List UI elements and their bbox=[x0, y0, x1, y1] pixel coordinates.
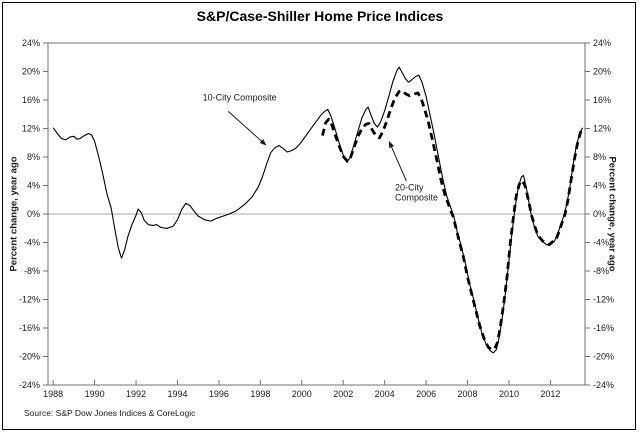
annotation-arrow-line bbox=[391, 146, 407, 182]
y-tick-label-right: -8% bbox=[593, 266, 609, 276]
y-tick-label-right: -24% bbox=[593, 380, 614, 390]
x-tick-label: 1988 bbox=[43, 389, 63, 399]
y-tick-label-left: -8% bbox=[24, 266, 40, 276]
y-tick-label-left: 12% bbox=[22, 124, 40, 134]
x-tick-label: 2000 bbox=[292, 389, 312, 399]
x-tick-label: 2004 bbox=[375, 389, 395, 399]
x-tick-label: 2008 bbox=[458, 389, 478, 399]
y-tick-label-left: 8% bbox=[27, 152, 40, 162]
y-tick-label-right: 4% bbox=[593, 181, 606, 191]
y-tick-label-right: -12% bbox=[593, 295, 614, 305]
x-tick-label: 1996 bbox=[209, 389, 229, 399]
y-tick-label-right: 0% bbox=[593, 209, 606, 219]
source-note: Source: S&P Dow Jones Indices & CoreLogi… bbox=[24, 408, 196, 418]
y-tick-label-left: 16% bbox=[22, 95, 40, 105]
y-tick-label-left: 0% bbox=[27, 209, 40, 219]
x-tick-label: 1990 bbox=[85, 389, 105, 399]
series-annotation: 10-City Composite bbox=[203, 93, 277, 103]
chart-title: S&P/Case-Shiller Home Price Indices bbox=[196, 8, 444, 24]
y-tick-label-right: 16% bbox=[593, 95, 611, 105]
y-tick-label-left: 20% bbox=[22, 67, 40, 77]
y-tick-label-right: -20% bbox=[593, 352, 614, 362]
x-tick-label: 1992 bbox=[126, 389, 146, 399]
annotation-arrowhead bbox=[259, 138, 267, 146]
x-tick-label: 1994 bbox=[167, 389, 187, 399]
y-tick-label-left: -12% bbox=[19, 295, 40, 305]
annotation-arrowhead bbox=[388, 140, 394, 149]
y-tick-label-right: -4% bbox=[593, 238, 609, 248]
y-tick-label-left: 4% bbox=[27, 181, 40, 191]
y-tick-label-right: -16% bbox=[593, 323, 614, 333]
series-annotation: 20-City Composite bbox=[395, 182, 438, 202]
x-tick-label: 2010 bbox=[499, 389, 519, 399]
y-tick-label-left: -16% bbox=[19, 323, 40, 333]
y-tick-label-left: 24% bbox=[22, 38, 40, 48]
y-tick-label-right: 24% bbox=[593, 38, 611, 48]
y-tick-label-right: 20% bbox=[593, 67, 611, 77]
x-tick-label: 1998 bbox=[250, 389, 270, 399]
x-tick-label: 2002 bbox=[333, 389, 353, 399]
annotation-arrow-line bbox=[227, 111, 262, 142]
y-tick-label-left: -4% bbox=[24, 238, 40, 248]
series-line-20-city-composite bbox=[321, 89, 584, 351]
y-tick-label-right: 8% bbox=[593, 152, 606, 162]
x-tick-label: 2006 bbox=[416, 389, 436, 399]
y-tick-label-left: -24% bbox=[19, 380, 40, 390]
y-tick-label-right: 12% bbox=[593, 124, 611, 134]
x-tick-label: 2012 bbox=[540, 389, 560, 399]
y-tick-label-left: -20% bbox=[19, 352, 40, 362]
